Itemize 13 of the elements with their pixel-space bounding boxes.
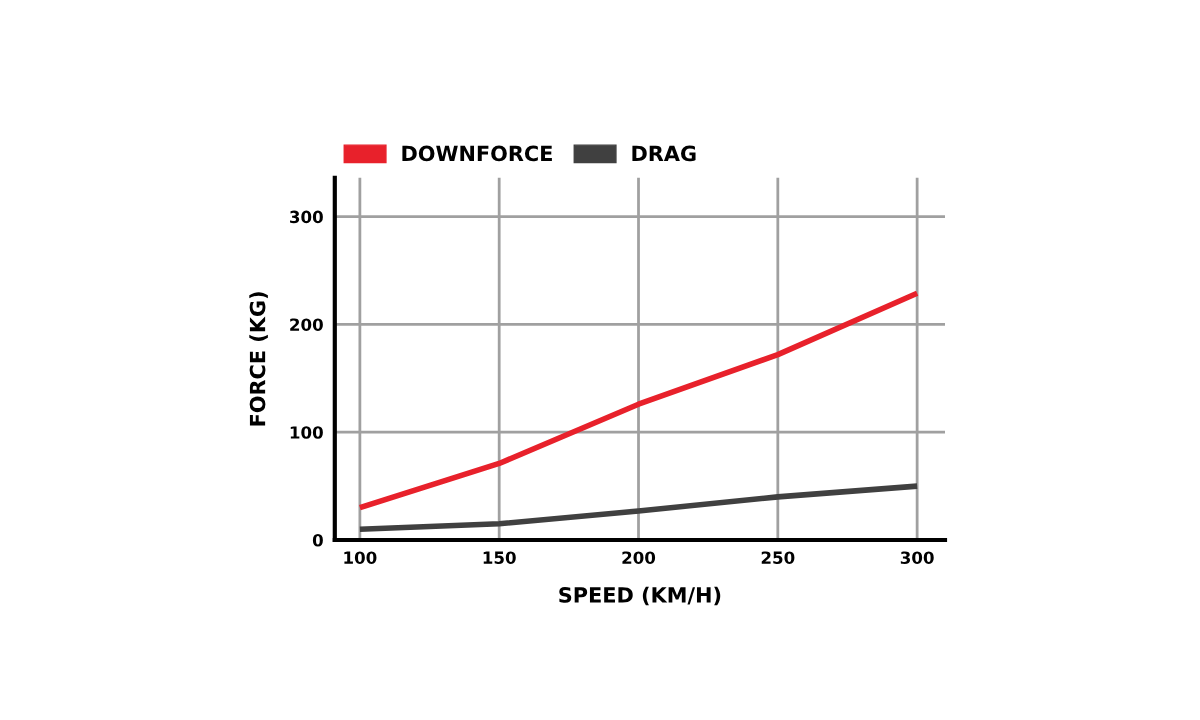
legend-label: DRAG [632,145,696,162]
x-tick-label: 100 [344,551,377,565]
x-tick-label: 300 [900,551,934,565]
x-tick-label: 150 [483,551,516,565]
y-tick-label: 100 [290,426,323,439]
legend-label: DOWNFORCE [402,145,552,162]
y-tick-label: 200 [290,318,323,331]
x-tick-label: 250 [761,551,795,565]
y-tick-label: 0 [312,533,323,547]
y-tick-label: 300 [290,210,323,224]
y-axis-title: FORCE (KG) [249,292,268,426]
x-axis-title: SPEED (KM/H) [559,586,721,606]
x-tick-label: 200 [622,551,656,565]
